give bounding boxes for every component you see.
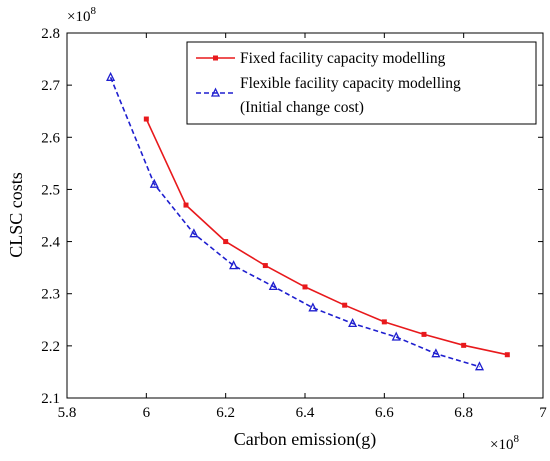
x-tick-label: 6 — [143, 405, 151, 421]
x-axis-multiplier: ×108 — [490, 433, 519, 453]
series-fixed-point — [262, 263, 268, 269]
legend-entry-flexible: Flexible facility capacity modelling (In… — [196, 75, 461, 116]
y-tick-label: 2.8 — [41, 26, 60, 42]
y-axis-label: CLSC costs — [6, 172, 26, 258]
x-axis-label: Carbon emission(g) — [234, 429, 376, 450]
legend-flexible-label: Flexible facility capacity modelling — [240, 75, 461, 92]
series-fixed-point — [302, 284, 308, 290]
y-axis-multiplier: ×108 — [67, 5, 96, 25]
x-tick-label: 6.4 — [296, 405, 315, 421]
series-flexible-point — [391, 331, 401, 341]
series-fixed-point — [143, 116, 149, 122]
legend-flexible-marker — [210, 87, 221, 97]
series-fixed-point — [223, 239, 229, 245]
y-tick-label: 2.7 — [41, 78, 60, 94]
y-tick-label: 2.2 — [41, 339, 60, 355]
series-fixed-point — [461, 342, 467, 348]
series-fixed-point — [381, 319, 387, 325]
x-axis-ticks: 5.8 6 6.2 6.4 6.6 6.8 7 — [58, 33, 547, 421]
legend-entry-fixed: Fixed facility capacity modelling — [196, 50, 446, 67]
series-flexible-point — [149, 178, 159, 188]
series-fixed-point — [421, 331, 427, 337]
x-tick-label: 6.2 — [216, 405, 235, 421]
series-layer — [106, 71, 510, 371]
x-tick-label: 6.8 — [454, 405, 473, 421]
y-tick-label: 2.4 — [41, 235, 60, 251]
series-flexible-point — [106, 71, 116, 81]
x-tick-label: 6.6 — [375, 405, 394, 421]
y-tick-label: 2.5 — [41, 182, 60, 198]
series-flexible-point — [348, 317, 358, 328]
series-flexible — [106, 71, 485, 371]
y-tick-label: 2.3 — [41, 287, 60, 303]
series-fixed — [143, 116, 510, 358]
series-flexible-point — [474, 361, 485, 371]
x-tick-label: 7 — [539, 405, 547, 421]
legend-box — [186, 41, 537, 125]
series-fixed-point — [342, 302, 348, 308]
series-flexible-point — [229, 260, 239, 270]
legend-fixed-marker — [213, 55, 218, 61]
series-fixed-point — [504, 352, 510, 358]
legend: Fixed facility capacity modelling Flexib… — [186, 41, 537, 125]
series-fixed-line — [145, 118, 508, 356]
series-fixed-point — [183, 202, 189, 208]
y-tick-label: 2.1 — [41, 391, 60, 407]
series-flexible-point — [189, 228, 199, 238]
series-flexible-point — [431, 348, 441, 358]
series-flexible-point — [268, 280, 278, 291]
legend-fixed-label: Fixed facility capacity modelling — [240, 50, 446, 67]
series-flexible-line — [109, 76, 480, 368]
y-tick-label: 2.6 — [41, 130, 60, 146]
x-tick-label: 5.8 — [58, 405, 77, 421]
legend-flexible-label-line2: (Initial change cost) — [240, 99, 364, 116]
series-flexible-point — [308, 302, 318, 312]
y-axis-ticks: 2.1 2.2 2.3 2.4 2.5 2.6 2.7 2.8 — [41, 26, 543, 407]
